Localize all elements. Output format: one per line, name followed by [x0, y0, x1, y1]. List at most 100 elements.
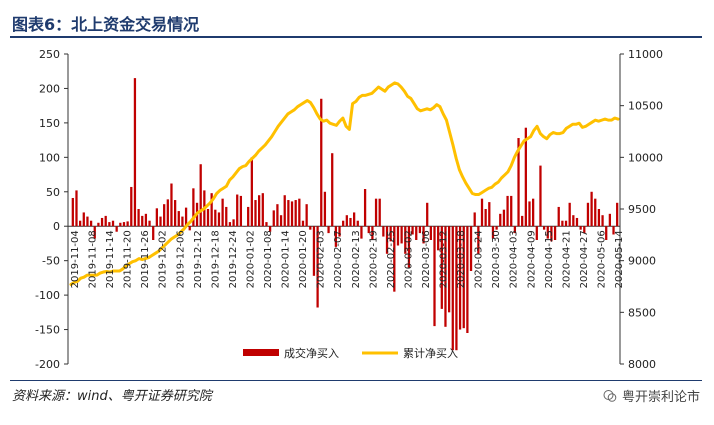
bar	[236, 194, 239, 227]
bar	[451, 226, 454, 351]
legend-label-bar: 成交净买入	[284, 346, 339, 360]
bar	[371, 226, 374, 240]
x-tick-label: 2020-04-03	[509, 230, 520, 288]
bar	[616, 202, 619, 227]
bar	[393, 226, 396, 292]
grid	[67, 54, 621, 364]
bar	[305, 204, 308, 227]
bar	[100, 217, 104, 227]
bar	[382, 226, 385, 237]
bar	[521, 215, 524, 227]
bar	[586, 202, 590, 227]
bar	[239, 195, 243, 227]
bar	[126, 221, 129, 227]
bar	[473, 212, 476, 227]
bar	[276, 204, 279, 227]
bar	[608, 213, 611, 227]
bar	[225, 206, 228, 227]
bar	[93, 226, 96, 239]
x-tick-label: 2020-02-13	[351, 230, 362, 288]
bar	[469, 226, 473, 271]
bar	[499, 213, 502, 227]
bar	[184, 207, 188, 227]
bar	[542, 226, 546, 230]
left-tick-label: -150	[35, 324, 60, 337]
bar	[327, 226, 330, 234]
x-tick-label: 2019-11-04	[70, 230, 81, 288]
watermark: 粤开崇利论市	[603, 386, 700, 405]
bar	[444, 226, 447, 327]
bar	[268, 226, 272, 232]
bar	[590, 191, 593, 227]
x-tick-label: 2020-01-02	[245, 230, 256, 288]
x-tick-label: 2020-05-14	[614, 230, 625, 288]
bar	[309, 226, 312, 230]
bar	[480, 198, 484, 227]
left-tick-label: 100	[39, 151, 60, 164]
bar	[97, 222, 100, 227]
bar	[75, 190, 78, 227]
x-tick-label: 2020-04-21	[561, 230, 572, 288]
bar	[122, 222, 126, 227]
source-divider	[10, 380, 702, 381]
bar	[353, 212, 356, 227]
bar	[488, 202, 491, 227]
bar	[170, 183, 173, 227]
bar	[287, 200, 290, 227]
bar	[181, 216, 184, 227]
bar	[455, 226, 458, 351]
bar	[298, 198, 301, 227]
bar	[320, 98, 323, 227]
bar	[575, 217, 579, 227]
left-tick-label: -200	[35, 358, 60, 371]
bar	[400, 226, 403, 244]
bar	[396, 226, 400, 246]
bar	[323, 191, 327, 227]
bar	[192, 188, 195, 227]
right-tick-label: 11000	[628, 48, 663, 61]
bar	[429, 226, 432, 240]
bar	[385, 226, 389, 254]
bar	[82, 212, 85, 227]
bar	[232, 219, 235, 227]
bar	[568, 202, 571, 227]
left-tick-label: 50	[46, 186, 60, 199]
bar	[491, 226, 495, 239]
bar	[437, 226, 440, 251]
bar	[513, 226, 517, 234]
bar	[535, 226, 538, 240]
x-tick-label: 2020-04-09	[526, 230, 537, 288]
x-tick-label: 2019-12-24	[228, 230, 239, 288]
bar	[440, 226, 443, 309]
x-tick-label: 2019-11-14	[105, 230, 116, 288]
bar	[137, 209, 140, 227]
bar	[279, 215, 283, 227]
bar	[141, 215, 144, 227]
bar	[247, 206, 250, 227]
bar	[214, 209, 217, 227]
x-axis: 2019-11-04 2019-11-08 2019-11-14 2019-11-20…	[70, 230, 625, 288]
chart-figure-title: 图表6：北上资金交易情况	[12, 15, 200, 34]
x-tick-label: 2020-03-30	[491, 230, 502, 288]
bar	[166, 199, 169, 227]
bar	[612, 226, 615, 235]
bar	[265, 222, 268, 227]
bar	[415, 226, 418, 240]
bar-series	[71, 78, 619, 351]
x-tick-label: 2020-03-12	[439, 230, 450, 288]
bar	[258, 195, 261, 227]
left-tick-label: -100	[35, 289, 60, 302]
bar	[378, 198, 381, 227]
bar	[188, 226, 191, 231]
bar	[360, 226, 363, 239]
watermark-text: 粤开崇利论市	[621, 390, 700, 405]
bar	[363, 189, 367, 227]
bar	[367, 226, 370, 234]
bar	[583, 226, 586, 234]
bar	[312, 226, 316, 276]
bar	[115, 226, 118, 232]
bar	[458, 226, 462, 330]
right-tick-label: 8500	[628, 306, 656, 319]
left-tick-label: 150	[39, 117, 60, 130]
